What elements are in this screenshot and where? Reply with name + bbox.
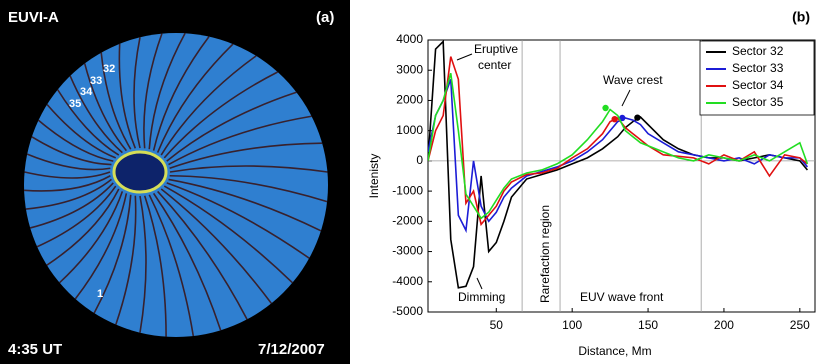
x-tick-label: 250 bbox=[790, 318, 810, 332]
sector-line bbox=[168, 115, 312, 166]
sector-line bbox=[166, 182, 310, 259]
sector-line bbox=[163, 185, 293, 284]
y-tick-label: 3000 bbox=[396, 62, 423, 76]
y-tick-label: 2000 bbox=[396, 93, 423, 107]
panel-label: (a) bbox=[316, 9, 334, 26]
sector-line bbox=[139, 195, 147, 333]
annotation: Eruptive bbox=[474, 42, 518, 56]
sector-line bbox=[24, 175, 111, 192]
annotation: Dimming bbox=[458, 290, 505, 304]
eruption-site bbox=[112, 150, 168, 194]
y-tick-label: -5000 bbox=[392, 304, 423, 318]
sector-line bbox=[25, 178, 112, 210]
sector-line bbox=[169, 165, 328, 173]
sector-line bbox=[26, 153, 111, 171]
sector-line bbox=[163, 71, 279, 159]
time-label: 4:35 UT bbox=[8, 341, 62, 358]
legend-label: Sector 32 bbox=[732, 44, 784, 58]
x-tick-label: 50 bbox=[490, 318, 504, 332]
arrow bbox=[456, 53, 473, 61]
sector-label: 32 bbox=[103, 63, 115, 75]
sector-line bbox=[168, 178, 322, 232]
arrow bbox=[621, 89, 631, 107]
sector-line bbox=[93, 194, 132, 314]
sector-line bbox=[143, 195, 167, 337]
crest-point bbox=[619, 114, 626, 122]
annotation: center bbox=[478, 58, 511, 72]
series-group bbox=[428, 40, 809, 289]
sector-line bbox=[83, 63, 127, 152]
plot: -5000 -4000 -3000 -2000 -1000 0 1000 2000 3000 40… bbox=[392, 32, 816, 332]
sector-line bbox=[46, 103, 117, 159]
y-tick-label: -1000 bbox=[392, 183, 423, 197]
sector-line bbox=[36, 185, 117, 248]
sector-label: 33 bbox=[90, 75, 102, 87]
plot-frame bbox=[427, 39, 816, 313]
sector-line bbox=[46, 188, 120, 266]
sector-line bbox=[166, 91, 297, 162]
sector-lines bbox=[24, 32, 328, 337]
annotation: Wave crest bbox=[603, 73, 663, 87]
y-tick-label: -2000 bbox=[392, 214, 423, 228]
sector-line bbox=[160, 188, 273, 304]
sector-label: 1 bbox=[97, 288, 103, 300]
sector-line bbox=[100, 52, 132, 150]
annotation: EUV wave front bbox=[580, 290, 664, 304]
sector-line bbox=[160, 55, 257, 156]
sector-label: 35 bbox=[69, 98, 81, 110]
legend-label: Sector 34 bbox=[732, 78, 784, 92]
series-line bbox=[428, 56, 808, 227]
sector-line bbox=[148, 32, 186, 150]
y-tick-label: -3000 bbox=[392, 244, 423, 258]
y-tick-label: -4000 bbox=[392, 274, 423, 288]
x-axis-label: Distance, Mm bbox=[578, 344, 651, 358]
date-label: 7/12/2007 bbox=[258, 341, 325, 358]
sector-label: 34 bbox=[80, 86, 93, 98]
y-tick-label: 4000 bbox=[396, 32, 423, 46]
sector-line bbox=[156, 43, 234, 153]
instrument-label: EUVI-A bbox=[8, 9, 59, 26]
solar-disk bbox=[24, 33, 328, 337]
x-tick-label: 150 bbox=[638, 318, 658, 332]
y-tick-label: 1000 bbox=[396, 123, 423, 137]
sector-line bbox=[157, 190, 248, 320]
series-line bbox=[428, 79, 809, 234]
sector-line bbox=[169, 174, 328, 203]
crest-point bbox=[611, 115, 618, 123]
panel-label: (b) bbox=[792, 9, 810, 25]
sector-line bbox=[152, 192, 222, 331]
sector-line bbox=[74, 193, 128, 300]
sector-line bbox=[37, 119, 114, 162]
annotation: Rarefaction region bbox=[538, 205, 552, 303]
sector-line bbox=[31, 136, 112, 166]
sector-line bbox=[169, 142, 323, 170]
legend-label: Sector 35 bbox=[732, 95, 784, 109]
sector-line bbox=[24, 171, 111, 179]
y-tick-label: 0 bbox=[416, 153, 423, 167]
x-tick-label: 200 bbox=[714, 318, 734, 332]
series-line bbox=[428, 73, 809, 220]
crest-point bbox=[602, 104, 609, 112]
legend: Sector 32 Sector 33 Sector 34 Sector 35 bbox=[699, 40, 815, 116]
sector-line bbox=[152, 36, 210, 151]
sector-line bbox=[133, 37, 141, 149]
crest-point bbox=[634, 114, 641, 121]
sector-line bbox=[143, 33, 163, 149]
sector-line bbox=[118, 43, 137, 149]
sector-line bbox=[69, 75, 123, 154]
sector-line bbox=[59, 191, 124, 284]
arrow bbox=[476, 277, 483, 290]
sector-line bbox=[148, 194, 195, 337]
sector-line bbox=[56, 89, 120, 156]
x-tick-label: 100 bbox=[562, 318, 582, 332]
sector-line bbox=[29, 182, 114, 229]
y-axis-label: Intenisty bbox=[367, 154, 381, 199]
legend-label: Sector 33 bbox=[732, 61, 784, 75]
sector-line bbox=[115, 195, 137, 325]
